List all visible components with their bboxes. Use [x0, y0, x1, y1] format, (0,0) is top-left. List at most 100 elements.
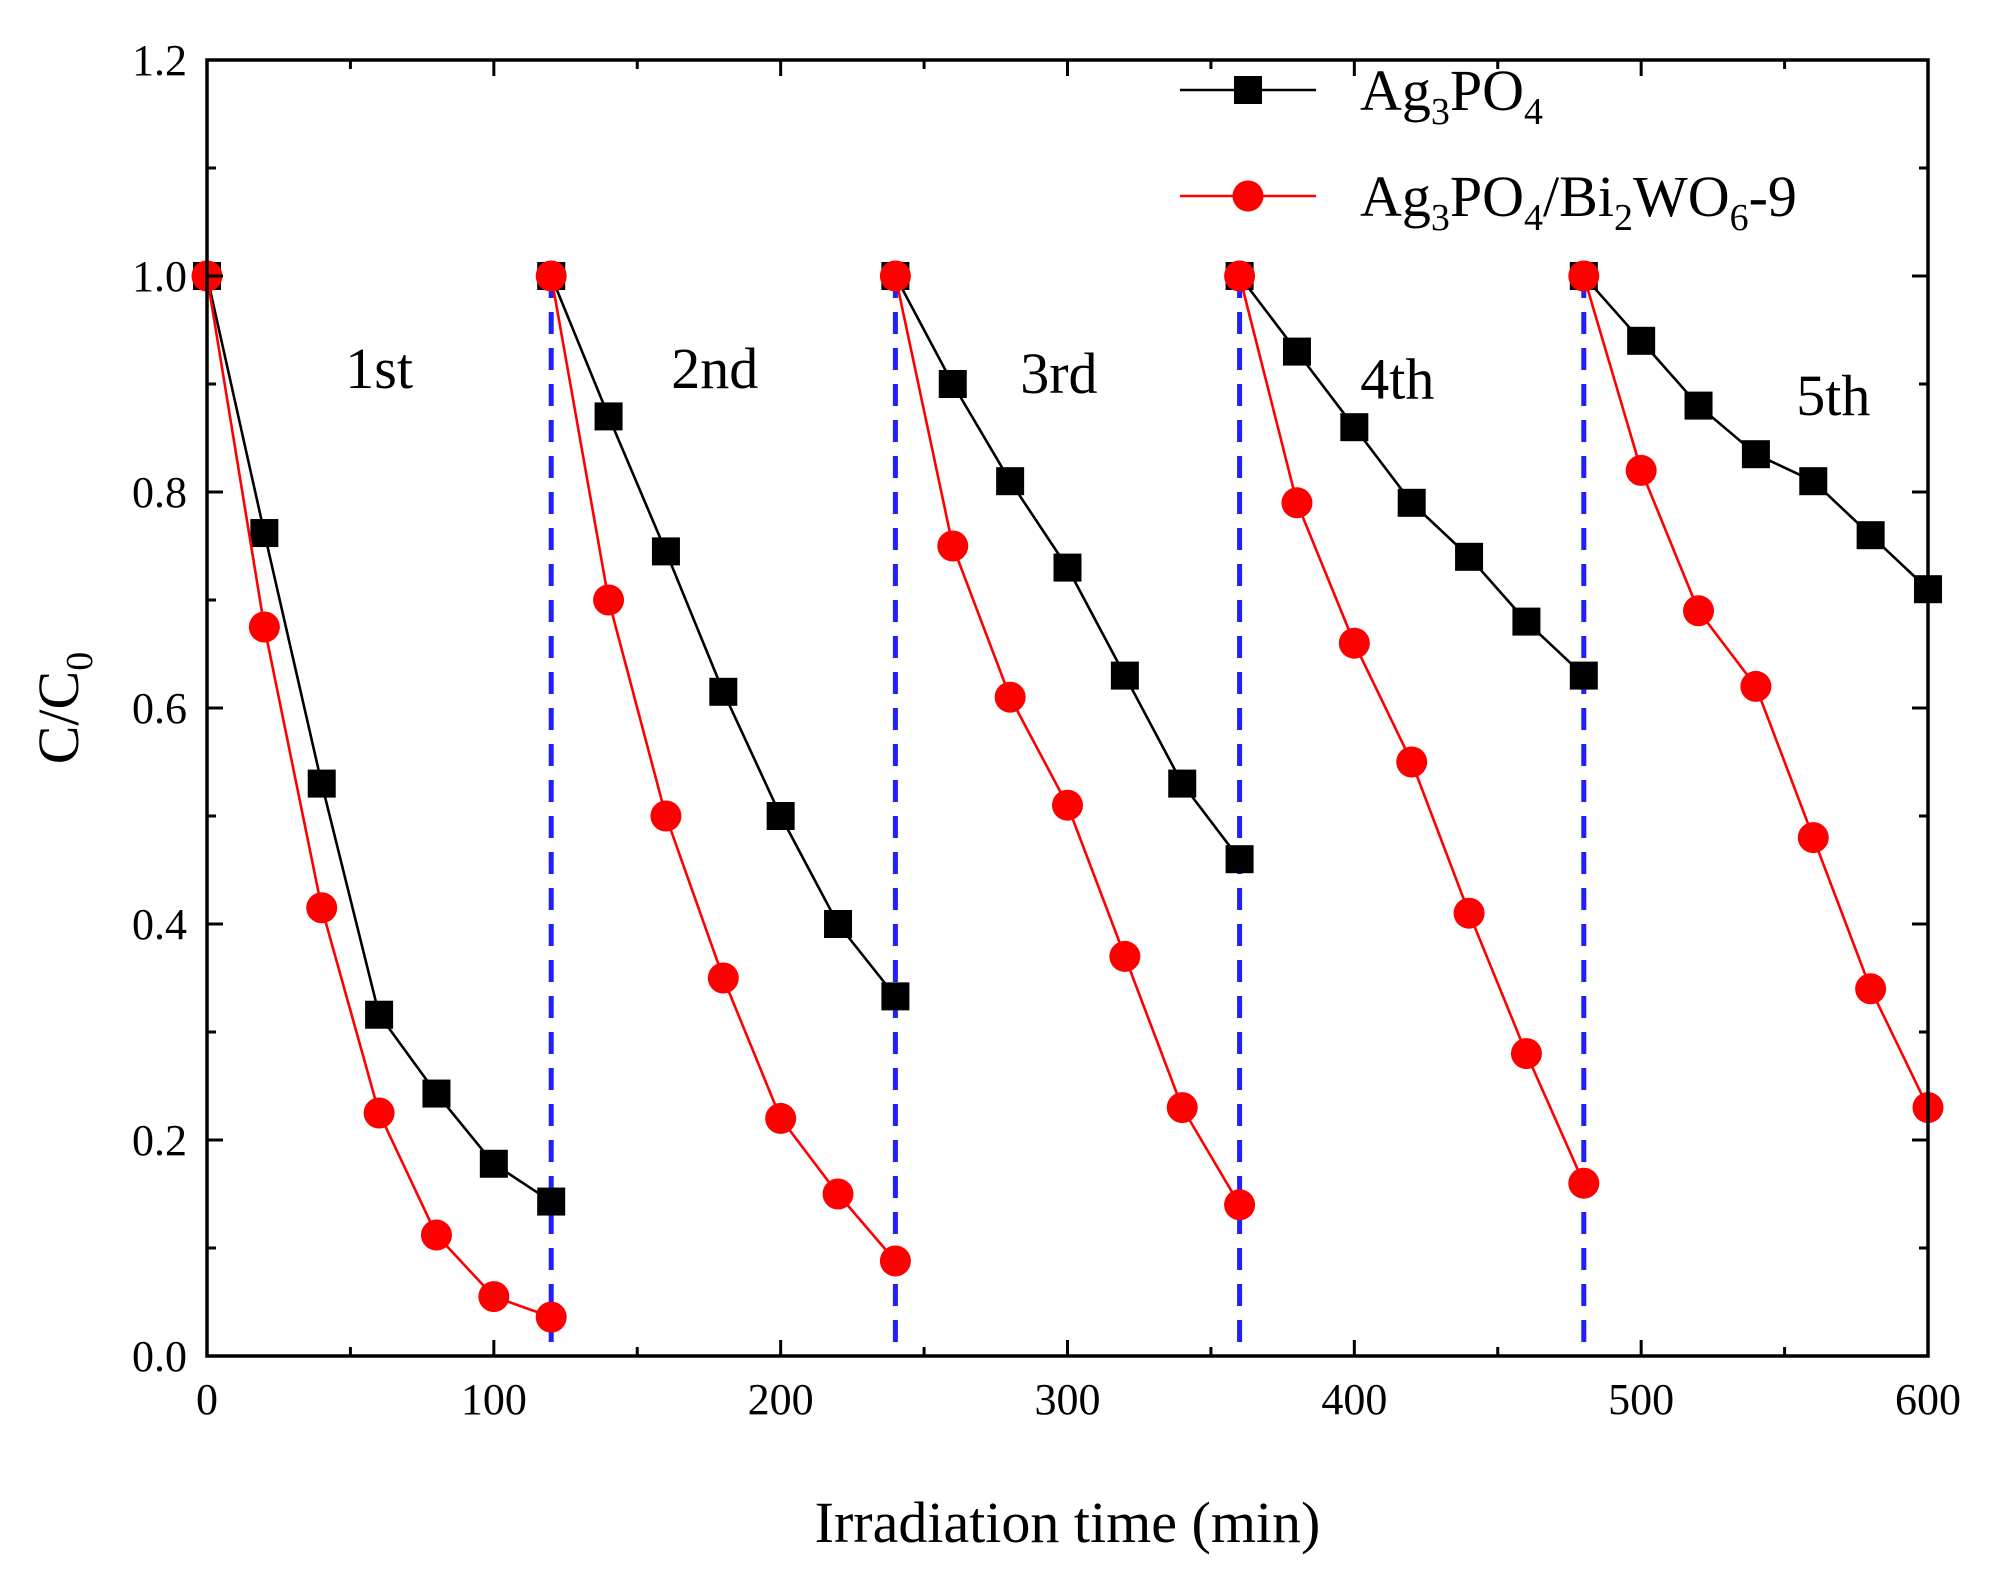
legend-entry-ag3po4-bi2wo6-9: Ag3PO4/Bi2WO6-9	[1180, 164, 1797, 239]
data-point-square	[594, 402, 623, 431]
data-point-circle	[879, 260, 911, 292]
legend-text-part: Ag	[1360, 164, 1431, 229]
data-point-circle	[1683, 595, 1715, 627]
legend-subscript: 4	[1524, 91, 1543, 133]
cycle-label-4: 4th	[1360, 347, 1434, 412]
data-point-circle	[1855, 973, 1887, 1005]
data-point-square	[1569, 661, 1598, 690]
data-point-circle	[535, 260, 567, 292]
x-tick-label: 600	[1895, 1375, 1961, 1424]
legend-subscript: 6	[1730, 197, 1749, 239]
y-tick-label: 0.8	[132, 468, 187, 517]
data-point-circle	[1568, 1167, 1600, 1199]
data-point-square	[1799, 467, 1828, 496]
cycle-label-5: 5th	[1796, 363, 1870, 428]
y-axis-title-main: C/C	[26, 671, 91, 765]
data-point-circle	[248, 611, 280, 643]
data-point-square	[1053, 553, 1082, 582]
data-point-square	[1856, 521, 1885, 550]
legend-entry-ag3po4: Ag3PO4	[1180, 58, 1543, 133]
data-point-circle	[1166, 1092, 1198, 1124]
data-point-circle	[1625, 454, 1657, 486]
cycle-labels: 1st 2nd 3rd 4th 5th	[345, 336, 1870, 428]
legend-subscript: 3	[1431, 197, 1450, 239]
y-axis-title: C/C0	[26, 652, 101, 765]
data-point-square	[996, 467, 1025, 496]
cycle-label-1: 1st	[345, 336, 413, 401]
y-tick-label: 0.6	[132, 684, 187, 733]
series-line-cycle-1	[205, 275, 552, 1203]
data-point-circle	[1396, 746, 1428, 778]
cycle-label-3: 3rd	[1020, 341, 1097, 406]
legend-text-part: -9	[1749, 164, 1797, 229]
legend-text-part: /Bi	[1543, 164, 1614, 229]
data-point-circle	[707, 962, 739, 994]
data-point-square	[537, 1187, 566, 1216]
data-point-circle	[1453, 897, 1485, 929]
legend-text-part: WO	[1633, 164, 1730, 229]
data-point-square	[1168, 769, 1197, 798]
data-point-square	[1741, 440, 1770, 469]
data-point-circle	[1568, 260, 1600, 292]
data-point-square	[365, 1000, 394, 1029]
data-point-circle	[535, 1301, 567, 1333]
legend-label: Ag3PO4/Bi2WO6-9	[1360, 164, 1797, 239]
data-point-circle	[1224, 1189, 1256, 1221]
series-line-cycle-3	[894, 275, 1241, 1206]
legend-marker-square	[1234, 76, 1262, 104]
legend-marker-circle	[1232, 180, 1264, 212]
data-point-square	[1684, 391, 1713, 420]
data-point-circle	[1338, 627, 1370, 659]
data-point-square	[479, 1149, 508, 1178]
data-point-circle	[937, 530, 969, 562]
data-point-circle	[822, 1178, 854, 1210]
data-point-square	[307, 769, 336, 798]
legend-text-part: Ag	[1360, 58, 1431, 123]
data-point-square	[881, 982, 910, 1011]
data-series	[191, 260, 1944, 1333]
data-point-circle	[420, 1219, 452, 1251]
y-tick-label: 1.0	[132, 252, 187, 301]
data-point-circle	[478, 1281, 510, 1313]
data-point-circle	[994, 681, 1026, 713]
data-point-circle	[1797, 822, 1829, 854]
x-tick-label: 0	[196, 1375, 218, 1424]
series-ag3po4-bi2wo6-9	[191, 260, 1944, 1333]
legend-subscript: 2	[1614, 197, 1633, 239]
data-point-square	[1512, 607, 1541, 636]
legend-subscript: 3	[1431, 91, 1450, 133]
legend-label: Ag3PO4	[1360, 58, 1543, 133]
data-point-square	[250, 519, 279, 548]
x-tick-label: 100	[461, 1375, 527, 1424]
data-point-circle	[306, 892, 338, 924]
data-point-square	[766, 802, 795, 830]
data-point-circle	[363, 1097, 395, 1129]
y-tick-label: 0.2	[132, 1116, 187, 1165]
x-tick-label: 200	[748, 1375, 814, 1424]
data-point-square	[1282, 337, 1311, 366]
cycle-label-2: 2nd	[671, 336, 758, 401]
data-point-square	[709, 677, 738, 706]
data-point-square	[1340, 413, 1369, 442]
x-tick-label: 300	[1035, 1375, 1101, 1424]
plot-frame	[205, 58, 1930, 1358]
data-point-square	[938, 370, 967, 398]
y-tick-label: 0.0	[132, 1332, 187, 1381]
data-point-square	[1455, 542, 1484, 571]
data-point-square	[1397, 488, 1426, 517]
data-point-square	[1110, 661, 1139, 690]
x-axis-title: Irradiation time (min)	[815, 1490, 1321, 1555]
data-point-circle	[1281, 487, 1313, 519]
legend-text-part: PO	[1450, 164, 1524, 229]
legend-text-part: PO	[1450, 58, 1524, 123]
x-tick-label: 400	[1321, 1375, 1387, 1424]
data-point-circle	[1224, 260, 1256, 292]
data-point-circle	[1109, 940, 1141, 972]
data-point-square	[651, 537, 680, 566]
data-point-circle	[1052, 789, 1083, 821]
data-point-square	[1627, 326, 1656, 355]
data-point-square	[1225, 845, 1254, 874]
